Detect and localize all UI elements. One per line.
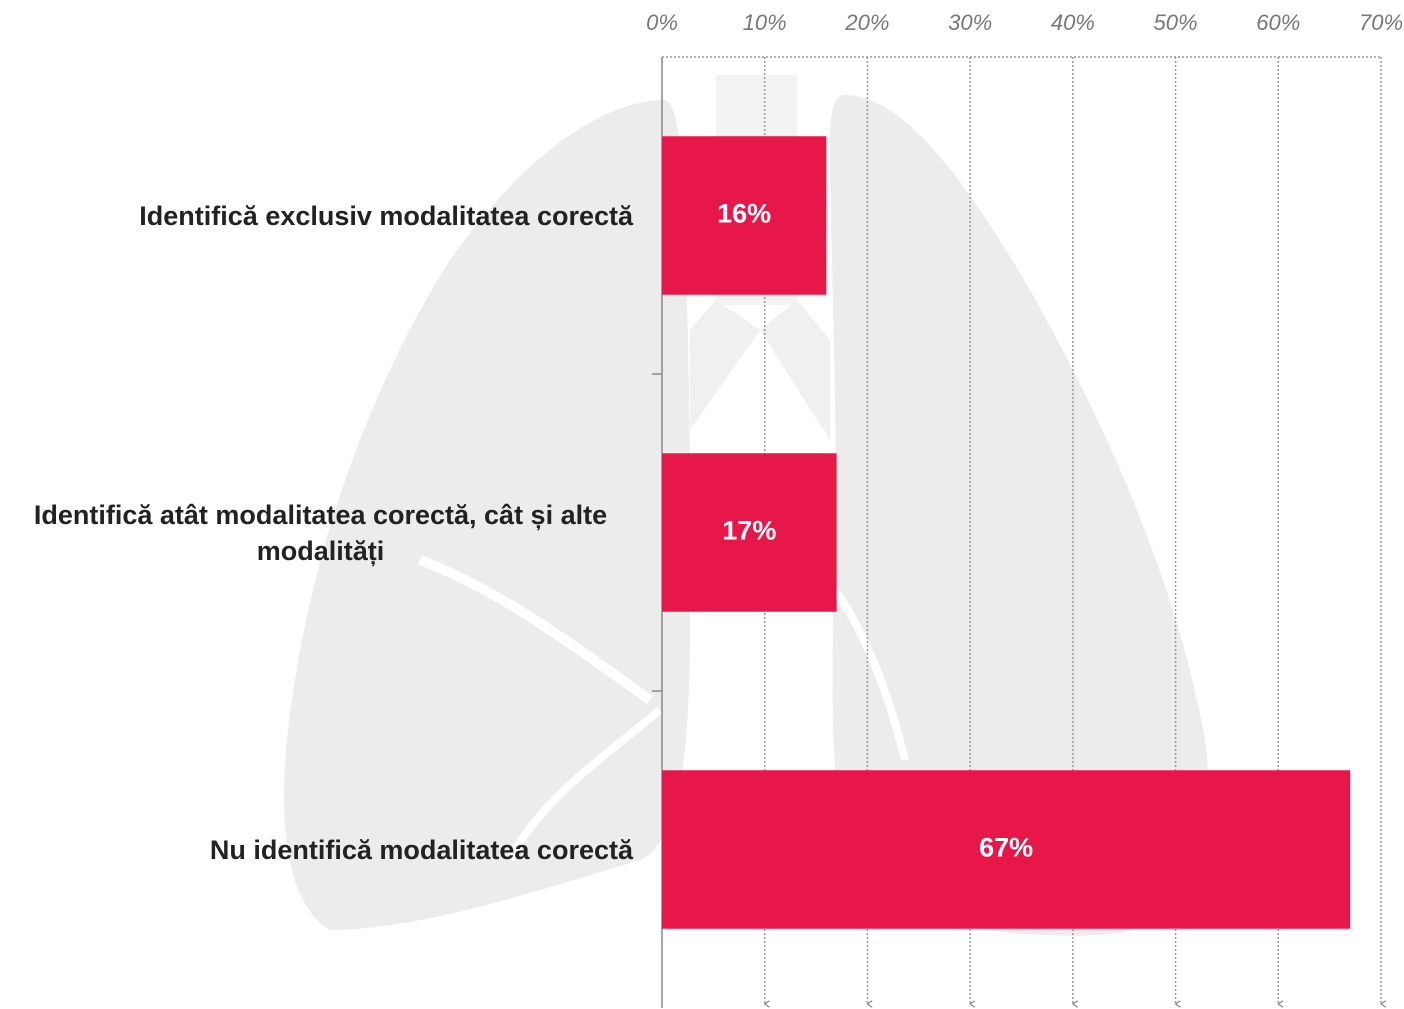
lung-background xyxy=(284,75,1209,936)
x-tick-label: 10% xyxy=(743,10,787,35)
bar xyxy=(662,453,837,612)
category-label-box: Identifică exclusiv modalitatea corectă xyxy=(0,166,633,266)
x-tick-label: 70% xyxy=(1359,10,1403,35)
category-label: Identifică atât modalitatea corectă, cât… xyxy=(33,499,608,566)
value-label: 16% xyxy=(717,199,771,229)
x-tick-label: 30% xyxy=(948,10,992,35)
category-label-box: Nu identifică modalitatea corectă xyxy=(0,800,633,900)
category-label: Nu identifică modalitatea corectă xyxy=(209,834,633,865)
bar xyxy=(662,770,1351,929)
x-tick-label: 40% xyxy=(1051,10,1095,35)
bar xyxy=(662,136,827,295)
value-label: 17% xyxy=(722,516,776,546)
x-tick-label: 50% xyxy=(1154,10,1198,35)
value-label: 67% xyxy=(979,833,1033,863)
x-tick-label: 60% xyxy=(1256,10,1300,35)
category-label: Identifică exclusiv modalitatea corectă xyxy=(139,200,633,231)
x-tick-label: 0% xyxy=(646,10,678,35)
category-label-box: Identifică atât modalitatea corectă, cât… xyxy=(0,483,633,583)
x-tick-label: 20% xyxy=(844,10,889,35)
